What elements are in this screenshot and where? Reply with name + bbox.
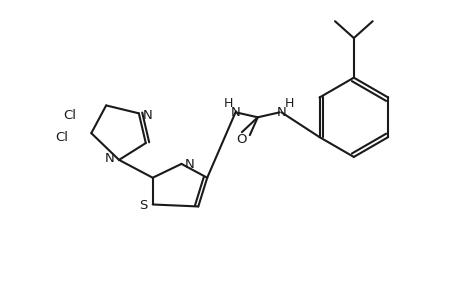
Text: N: N <box>105 152 115 165</box>
Text: H: H <box>284 97 293 110</box>
Text: O: O <box>236 133 246 146</box>
Text: N: N <box>184 158 194 171</box>
Text: N: N <box>230 106 241 119</box>
Text: Cl: Cl <box>63 109 76 122</box>
Text: H: H <box>223 97 232 110</box>
Text: N: N <box>276 106 286 119</box>
Text: N: N <box>143 109 152 122</box>
Text: Cl: Cl <box>55 130 68 144</box>
Text: S: S <box>140 199 148 212</box>
